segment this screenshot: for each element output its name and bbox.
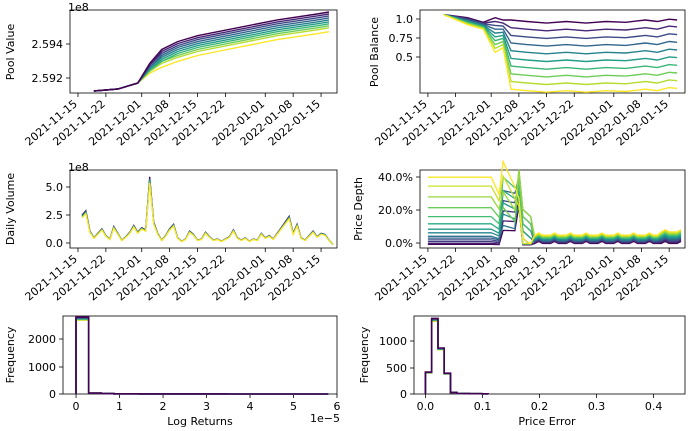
series-lines xyxy=(81,176,334,246)
x-offset-label: 1e−5 xyxy=(310,412,340,425)
y-axis-label: Pool Value xyxy=(4,24,17,81)
plot-frame xyxy=(419,169,686,249)
series-line xyxy=(427,159,682,245)
y-tick-label: 0.0% xyxy=(385,237,413,250)
y-tick-label: 0 xyxy=(49,388,56,401)
y-tick-label: 0 xyxy=(400,388,407,401)
series-line xyxy=(443,13,678,55)
series-lines xyxy=(93,11,330,92)
x-axis-label: Price Error xyxy=(518,415,576,428)
x-tick-label: 0.4 xyxy=(645,400,663,413)
y-axis-label: Price Depth xyxy=(352,177,365,241)
y-ticks: 0.5 0.75 1.0 xyxy=(389,13,420,64)
histogram-bars xyxy=(75,316,329,395)
x-tick-label: 0.2 xyxy=(531,400,549,413)
y-offset-label: 1e8 xyxy=(68,161,89,174)
y-tick-label: 5.0 xyxy=(46,181,64,194)
histogram-step xyxy=(424,317,489,395)
x-tick-label: 4 xyxy=(247,400,254,413)
y-ticks: 0 1000 2000 xyxy=(28,333,63,401)
x-ticks: 0 1 2 3 4 5 6 xyxy=(73,394,341,413)
x-tick-label: 3 xyxy=(203,400,210,413)
series-lines xyxy=(443,13,678,93)
series-line xyxy=(443,13,678,47)
x-tick-label: 0 xyxy=(73,400,80,413)
price-error-histogram: Frequency Price Error 0 500 1000 0.0 0.1 0… xyxy=(358,315,686,428)
series-line xyxy=(443,13,678,24)
series-lines xyxy=(427,159,682,246)
plot-frame xyxy=(419,9,686,94)
series-line xyxy=(443,13,678,32)
y-tick-label: 1.0 xyxy=(396,13,414,26)
series-line xyxy=(443,13,678,93)
y-tick-label: 0.75 xyxy=(389,32,414,45)
y-ticks: 2.592 2.594 xyxy=(32,38,70,85)
series-line xyxy=(443,13,678,70)
y-axis-label: Frequency xyxy=(358,326,371,383)
y-offset-label: 1e8 xyxy=(68,1,89,14)
series-line xyxy=(81,182,334,246)
x-tick-label: 1 xyxy=(116,400,123,413)
x-axis-label: Log Returns xyxy=(167,415,233,428)
x-tick-label: 6 xyxy=(334,400,341,413)
series-line xyxy=(443,13,678,40)
y-tick-label: 2.592 xyxy=(32,72,64,85)
y-tick-label: 0.5 xyxy=(396,51,414,64)
y-tick-label: 2000 xyxy=(28,333,56,346)
x-ticks: 0.0 0.1 0.2 0.3 0.4 xyxy=(417,394,663,413)
y-ticks: 0 500 1000 xyxy=(379,335,414,401)
histogram-bars xyxy=(424,317,489,395)
y-axis-label: Frequency xyxy=(4,326,17,383)
plot-frame xyxy=(69,169,338,249)
x-tick-label: 0.3 xyxy=(588,400,606,413)
y-tick-label: 1000 xyxy=(28,361,56,374)
y-tick-label: 1000 xyxy=(379,335,407,348)
plot-frame xyxy=(69,9,338,94)
histogram-step xyxy=(75,316,329,395)
x-tick-label: 2 xyxy=(160,400,167,413)
y-tick-label: 2.5 xyxy=(46,209,64,222)
series-line xyxy=(443,13,678,63)
x-tick-label: 5 xyxy=(290,400,297,413)
y-axis-label: Daily Volume xyxy=(4,173,17,245)
series-line xyxy=(93,11,330,92)
x-tick-label: 0.1 xyxy=(474,400,492,413)
y-tick-label: 500 xyxy=(386,362,407,375)
series-line xyxy=(443,13,678,86)
plot-frame xyxy=(413,315,686,395)
y-tick-label: 20.0% xyxy=(378,204,413,217)
y-tick-label: 40.0% xyxy=(378,171,413,184)
log-returns-histogram: Frequency Log Returns 1e−5 0 1000 2000 0… xyxy=(4,315,341,428)
y-ticks: 0.0% 20.0% 40.0% xyxy=(378,171,420,250)
y-axis-label: Pool Balance xyxy=(368,17,381,87)
y-ticks: 0.0 2.5 5.0 xyxy=(46,181,70,250)
y-tick-label: 0.0 xyxy=(46,237,64,250)
y-tick-label: 2.594 xyxy=(32,38,64,51)
series-line xyxy=(443,13,678,78)
x-tick-label: 0.0 xyxy=(417,400,435,413)
